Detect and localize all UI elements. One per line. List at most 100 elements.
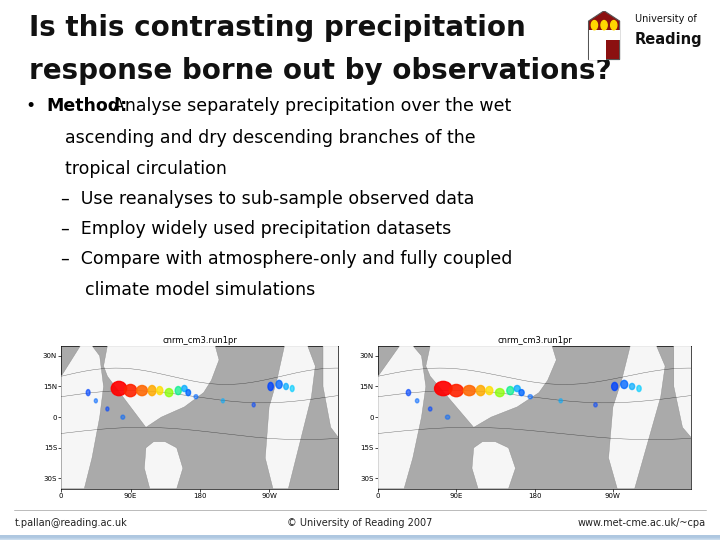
Ellipse shape: [450, 408, 630, 456]
Ellipse shape: [449, 384, 463, 397]
Bar: [0, 537, 720, 539]
Circle shape: [601, 21, 607, 30]
Bar: [588, 39, 603, 59]
Bar: [0, 535, 720, 538]
Bar: [0, 537, 720, 539]
Bar: [0, 536, 720, 538]
Bar: [0, 536, 720, 539]
Bar: [0, 535, 720, 538]
Ellipse shape: [0, 22, 90, 86]
Ellipse shape: [540, 219, 684, 267]
Text: –  Use reanalyses to sub-sample observed data: – Use reanalyses to sub-sample observed …: [61, 190, 474, 208]
Bar: [0, 537, 720, 539]
Ellipse shape: [175, 387, 181, 395]
Ellipse shape: [495, 388, 504, 397]
Bar: [0, 537, 720, 540]
Bar: [0, 535, 720, 537]
Bar: [0, 536, 720, 538]
Bar: [0, 537, 720, 540]
Bar: [0, 535, 720, 538]
Bar: [0, 536, 720, 538]
Bar: [0, 536, 720, 539]
Ellipse shape: [629, 383, 634, 389]
Bar: [0, 535, 720, 538]
Text: Is this contrasting precipitation: Is this contrasting precipitation: [29, 14, 526, 42]
Bar: [0, 536, 720, 539]
Bar: [0, 535, 720, 537]
Bar: [0, 535, 720, 538]
Ellipse shape: [112, 381, 127, 396]
Bar: [0, 535, 720, 538]
Ellipse shape: [435, 381, 452, 396]
Bar: [0, 536, 720, 538]
Ellipse shape: [86, 389, 90, 396]
Ellipse shape: [186, 389, 191, 396]
Ellipse shape: [216, 151, 360, 194]
Bar: [0, 536, 720, 539]
Ellipse shape: [576, 356, 720, 400]
Bar: [0, 536, 720, 539]
Bar: [0, 536, 720, 539]
Text: ascending and dry descending branches of the: ascending and dry descending branches of…: [65, 129, 475, 146]
Ellipse shape: [403, 130, 605, 194]
Bar: [0, 536, 720, 539]
Bar: [0, 537, 720, 540]
Bar: [0, 537, 720, 539]
Bar: [0, 537, 720, 539]
Bar: [0, 536, 720, 538]
Text: response borne out by observations?: response borne out by observations?: [29, 57, 611, 85]
Bar: [0, 535, 720, 537]
Bar: [0, 536, 720, 539]
Bar: [0, 536, 720, 538]
Bar: [0, 536, 720, 538]
Text: tropical circulation: tropical circulation: [65, 160, 227, 178]
Ellipse shape: [0, 108, 151, 162]
Ellipse shape: [288, 86, 504, 151]
Bar: [0, 536, 720, 538]
Ellipse shape: [221, 399, 225, 403]
Bar: [0, 537, 720, 539]
Bar: [0, 537, 720, 540]
Bar: [0, 535, 720, 537]
Bar: [0, 537, 720, 540]
Bar: [0, 536, 720, 538]
Bar: [0, 536, 720, 539]
Bar: [0, 536, 720, 538]
Ellipse shape: [514, 386, 521, 392]
Ellipse shape: [252, 403, 256, 407]
Bar: [0, 535, 720, 538]
Bar: [0, 535, 720, 537]
Ellipse shape: [137, 386, 148, 396]
Bar: [0, 537, 720, 539]
Bar: [0, 537, 720, 540]
Bar: [0, 537, 720, 540]
Bar: [0, 535, 720, 537]
Bar: [0, 535, 720, 538]
Bar: [0, 535, 720, 538]
Bar: [0, 535, 720, 538]
Bar: [0, 536, 720, 539]
Bar: [0, 536, 720, 538]
Bar: [0, 536, 720, 538]
Ellipse shape: [290, 386, 294, 392]
Bar: [0, 536, 720, 539]
Ellipse shape: [216, 378, 432, 432]
Bar: [0, 535, 720, 538]
Bar: [0, 537, 720, 539]
Bar: [0, 536, 720, 538]
Bar: [0, 536, 720, 538]
Bar: [0, 535, 720, 538]
Ellipse shape: [276, 380, 282, 389]
Bar: [0, 536, 720, 539]
Bar: [0, 535, 720, 538]
Text: Method:: Method:: [47, 97, 128, 115]
Bar: [0, 535, 720, 538]
Bar: [0, 535, 720, 538]
Ellipse shape: [528, 395, 532, 399]
Bar: [0, 535, 720, 538]
Bar: [0, 536, 720, 539]
Bar: [0, 537, 720, 539]
Bar: [0, 537, 720, 539]
Bar: [0, 535, 720, 538]
Bar: [0, 535, 720, 538]
